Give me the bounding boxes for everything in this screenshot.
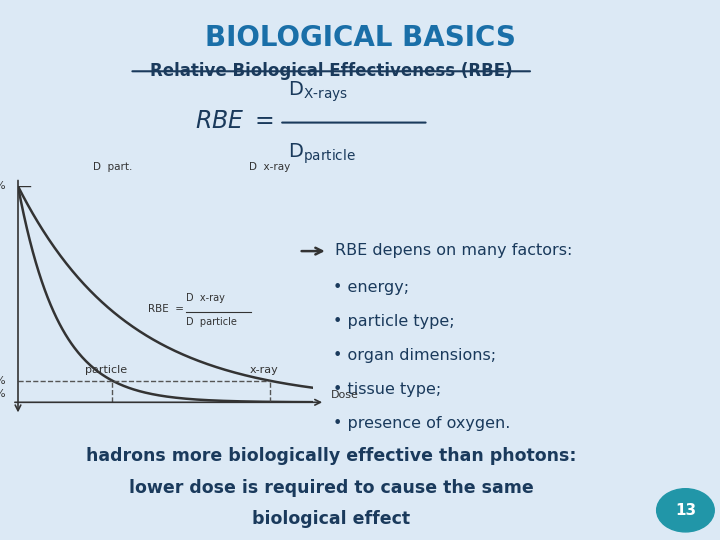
Text: particle: particle: [86, 365, 127, 375]
Text: Relative Biological Effectiveness (RBE): Relative Biological Effectiveness (RBE): [150, 62, 513, 80]
Circle shape: [657, 489, 714, 532]
Text: • organ dimensions;: • organ dimensions;: [333, 348, 497, 363]
Text: RBE depens on many factors:: RBE depens on many factors:: [335, 242, 572, 258]
Text: x-ray: x-ray: [249, 365, 278, 375]
Text: RBE  =: RBE =: [148, 303, 184, 314]
Text: biological effect: biological effect: [252, 510, 410, 528]
Text: 100%: 100%: [0, 181, 6, 191]
Text: • particle type;: • particle type;: [333, 314, 455, 329]
Text: • presence of oxygen.: • presence of oxygen.: [333, 416, 510, 431]
Text: $\mathrm{D}_{\mathrm{X\text{-}rays}}$: $\mathrm{D}_{\mathrm{X\text{-}rays}}$: [288, 79, 348, 104]
Text: $\mathrm{D}_{\mathrm{particle}}$: $\mathrm{D}_{\mathrm{particle}}$: [288, 141, 356, 166]
Text: 1%: 1%: [0, 389, 6, 399]
Text: lower dose is required to cause the same: lower dose is required to cause the same: [129, 478, 534, 497]
Text: D  x-ray: D x-ray: [249, 162, 290, 172]
Text: • energy;: • energy;: [333, 280, 410, 295]
Text: 10%: 10%: [0, 376, 6, 386]
Text: D  x-ray: D x-ray: [186, 293, 225, 303]
Text: D  particle: D particle: [186, 316, 237, 327]
Text: $\mathit{RBE}\ =$: $\mathit{RBE}\ =$: [194, 110, 274, 133]
Text: 13: 13: [675, 503, 696, 518]
Text: BIOLOGICAL BASICS: BIOLOGICAL BASICS: [204, 24, 516, 52]
Text: Dose: Dose: [331, 390, 359, 400]
Text: • tissue type;: • tissue type;: [333, 382, 441, 397]
Text: hadrons more biologically effective than photons:: hadrons more biologically effective than…: [86, 447, 577, 465]
Text: D  part.: D part.: [93, 162, 132, 172]
